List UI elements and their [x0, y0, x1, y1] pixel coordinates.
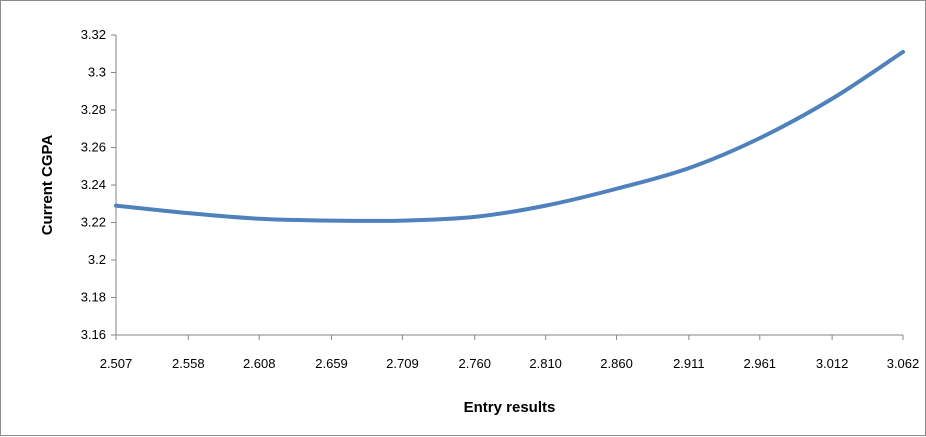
y-axis: 3.16 3.18 3.2 3.22 3.24 3.26 3.28 3.3 3.32 [81, 27, 117, 342]
x-tick-label: 2.760 [458, 356, 491, 371]
y-tick-label: 3.28 [81, 102, 106, 117]
x-tick-label: 2.810 [529, 356, 562, 371]
y-tick-label: 3.3 [88, 65, 106, 80]
x-tick-label: 3.062 [887, 356, 920, 371]
y-tick-label: 3.18 [81, 290, 106, 305]
x-tick-label: 2.709 [386, 356, 419, 371]
y-tick-label: 3.26 [81, 140, 106, 155]
y-tick-label: 3.32 [81, 27, 106, 42]
y-axis-title: Current CGPA [39, 135, 56, 236]
x-tick-label: 2.507 [100, 356, 133, 371]
x-tick-label: 2.911 [673, 356, 705, 371]
x-tick-label: 2.659 [315, 356, 348, 371]
x-tick-label: 2.608 [243, 356, 276, 371]
y-tick-label: 3.16 [81, 327, 106, 342]
x-axis-title: Entry results [464, 399, 556, 416]
x-tick-label: 2.961 [744, 356, 777, 371]
x-tick-label: 2.558 [172, 356, 205, 371]
y-tick-label: 3.2 [88, 252, 106, 267]
series-line [114, 49, 905, 223]
y-tick-label: 3.22 [81, 215, 106, 230]
series-group [114, 49, 905, 223]
x-tick-label: 3.012 [816, 356, 849, 371]
x-axis: 2.507 2.558 2.608 2.659 2.709 2.760 2.810 2.860… [100, 334, 920, 371]
y-tick-label: 3.24 [81, 177, 106, 192]
x-tick-label: 2.860 [600, 356, 633, 371]
